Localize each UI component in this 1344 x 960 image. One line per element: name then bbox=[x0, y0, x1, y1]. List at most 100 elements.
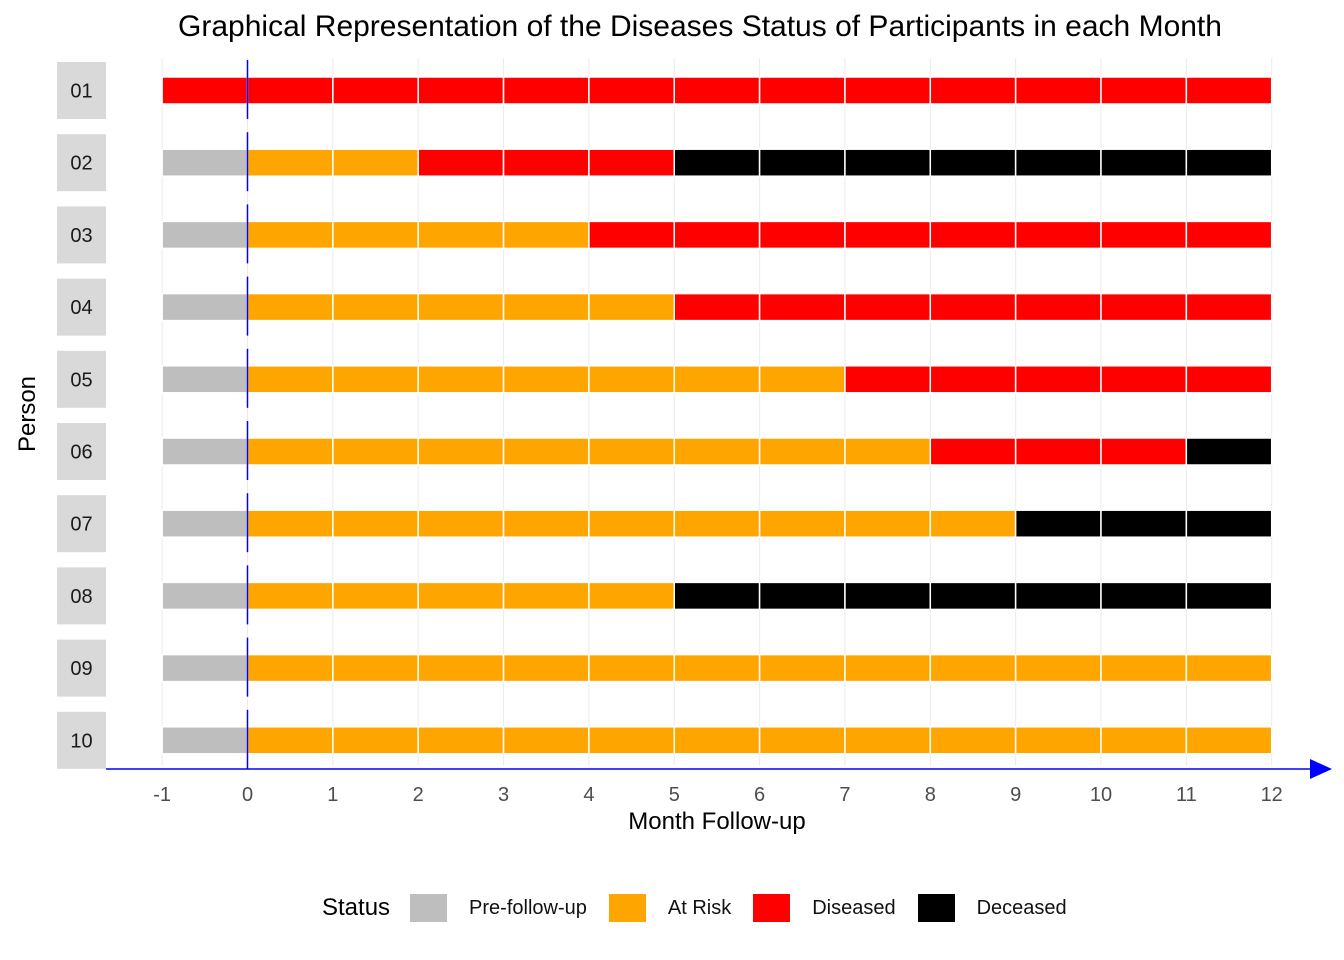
x-tick-label: 8 bbox=[925, 784, 936, 806]
legend-item-diseased: Diseased bbox=[753, 894, 896, 922]
status-bar-at-risk bbox=[332, 581, 419, 611]
status-bar-at-risk bbox=[588, 581, 676, 611]
status-bar-at-risk bbox=[502, 292, 590, 322]
status-bar-diseased bbox=[758, 292, 846, 322]
status-bar-diseased bbox=[929, 437, 1017, 466]
status-bar-diseased bbox=[1014, 365, 1102, 394]
status-bar-deceased bbox=[1014, 581, 1102, 611]
status-bar-at-risk bbox=[332, 292, 419, 322]
status-bar-at-risk bbox=[246, 148, 334, 177]
status-bar-deceased bbox=[929, 581, 1017, 611]
x-tick-label: 1 bbox=[327, 784, 338, 806]
status-bar-pre-follow-up bbox=[161, 437, 249, 466]
person-label: 04 bbox=[70, 297, 92, 319]
status-bar-deceased bbox=[673, 148, 761, 177]
status-bar-at-risk bbox=[502, 653, 590, 683]
status-bar-at-risk bbox=[246, 365, 334, 394]
status-bar-deceased bbox=[929, 148, 1017, 177]
status-bar-at-risk bbox=[417, 437, 505, 466]
status-bar-diseased bbox=[1014, 76, 1102, 105]
status-bar-at-risk bbox=[417, 509, 505, 538]
status-bar-deceased bbox=[758, 581, 846, 611]
status-bar-diseased bbox=[929, 220, 1017, 250]
status-bar-pre-follow-up bbox=[161, 509, 249, 538]
status-bar-diseased bbox=[929, 365, 1017, 394]
status-bar-at-risk bbox=[246, 509, 334, 538]
status-bar-pre-follow-up bbox=[161, 292, 249, 322]
status-bar-at-risk bbox=[758, 726, 846, 755]
person-strip bbox=[57, 495, 106, 553]
status-bar-at-risk bbox=[246, 292, 334, 322]
status-bar-diseased bbox=[588, 148, 676, 177]
x-tick-label: 5 bbox=[669, 784, 680, 806]
status-bar-deceased bbox=[1185, 148, 1273, 177]
status-bar-at-risk bbox=[1185, 653, 1273, 683]
x-tick-label: 9 bbox=[1010, 784, 1021, 806]
status-bar-diseased bbox=[673, 292, 761, 322]
legend-swatch-deceased bbox=[917, 894, 955, 922]
x-tick-label: 11 bbox=[1176, 784, 1197, 806]
status-bar-at-risk bbox=[929, 726, 1017, 755]
status-bar-diseased bbox=[1014, 437, 1102, 466]
status-bar-diseased bbox=[929, 292, 1017, 322]
status-bar-at-risk bbox=[673, 509, 761, 538]
person-label: 06 bbox=[70, 442, 92, 464]
x-tick-label: 0 bbox=[242, 784, 253, 806]
x-tick-label: 3 bbox=[498, 784, 509, 806]
status-bar-deceased bbox=[673, 581, 761, 611]
person-label: 08 bbox=[70, 586, 92, 608]
person-label: 07 bbox=[70, 514, 92, 536]
status-bar-at-risk bbox=[246, 653, 334, 683]
status-bar-at-risk bbox=[332, 509, 419, 538]
person-strip bbox=[57, 711, 106, 769]
person-strips: 01 02 03 04 05 06 07 08 09 10 bbox=[57, 62, 106, 769]
person-label: 03 bbox=[70, 225, 92, 247]
status-bar-at-risk bbox=[246, 437, 334, 466]
status-bar-diseased bbox=[1014, 220, 1102, 250]
legend-label-diseased: Diseased bbox=[812, 896, 896, 919]
status-bar-at-risk bbox=[502, 581, 590, 611]
status-bar-diseased bbox=[673, 220, 761, 250]
status-bar-at-risk bbox=[588, 509, 676, 538]
status-bar-at-risk bbox=[246, 581, 334, 611]
status-bar-pre-follow-up bbox=[161, 726, 249, 755]
status-bar-at-risk bbox=[332, 726, 419, 755]
status-bar-at-risk bbox=[844, 509, 932, 538]
status-bar-at-risk bbox=[1014, 726, 1102, 755]
person-strip bbox=[57, 62, 106, 119]
status-bar-diseased bbox=[1185, 220, 1273, 250]
status-bar-deceased bbox=[1014, 509, 1102, 538]
person-label: 10 bbox=[70, 730, 92, 752]
status-bar-diseased bbox=[588, 220, 676, 250]
status-bar-at-risk bbox=[673, 653, 761, 683]
status-bar-at-risk bbox=[844, 726, 932, 755]
status-bar-at-risk bbox=[588, 437, 676, 466]
status-bar-diseased bbox=[844, 292, 932, 322]
status-bar-at-risk bbox=[417, 581, 505, 611]
status-bar-diseased bbox=[1014, 292, 1102, 322]
x-axis-ticks: -1 0 1 2 3 4 5 6 7 8 9 10 11 12 bbox=[106, 759, 1332, 806]
status-bar-at-risk bbox=[758, 365, 846, 394]
status-bar-at-risk bbox=[844, 653, 932, 683]
status-bar-at-risk bbox=[417, 653, 505, 683]
status-bar-diseased bbox=[758, 220, 846, 250]
x-tick-label: 2 bbox=[413, 784, 424, 806]
legend-item-deceased: Deceased bbox=[917, 894, 1067, 922]
status-bar-at-risk bbox=[844, 437, 932, 466]
status-bar-at-risk bbox=[502, 437, 590, 466]
status-bar-deceased bbox=[844, 581, 932, 611]
status-bar-deceased bbox=[1185, 509, 1273, 538]
status-bar-diseased bbox=[502, 148, 590, 177]
status-bar-at-risk bbox=[758, 509, 846, 538]
legend-label-pre-follow-up: Pre-follow-up bbox=[469, 896, 587, 919]
status-bar-at-risk bbox=[502, 726, 590, 755]
status-bar-at-risk bbox=[417, 365, 505, 394]
status-bar-at-risk bbox=[332, 148, 419, 177]
person-label: 01 bbox=[70, 81, 92, 103]
status-bar-diseased bbox=[758, 76, 846, 105]
status-bar-at-risk bbox=[673, 726, 761, 755]
status-bar-at-risk bbox=[332, 220, 419, 250]
person-label: 02 bbox=[70, 153, 92, 175]
status-bar-at-risk bbox=[588, 726, 676, 755]
person-strip bbox=[57, 567, 106, 625]
